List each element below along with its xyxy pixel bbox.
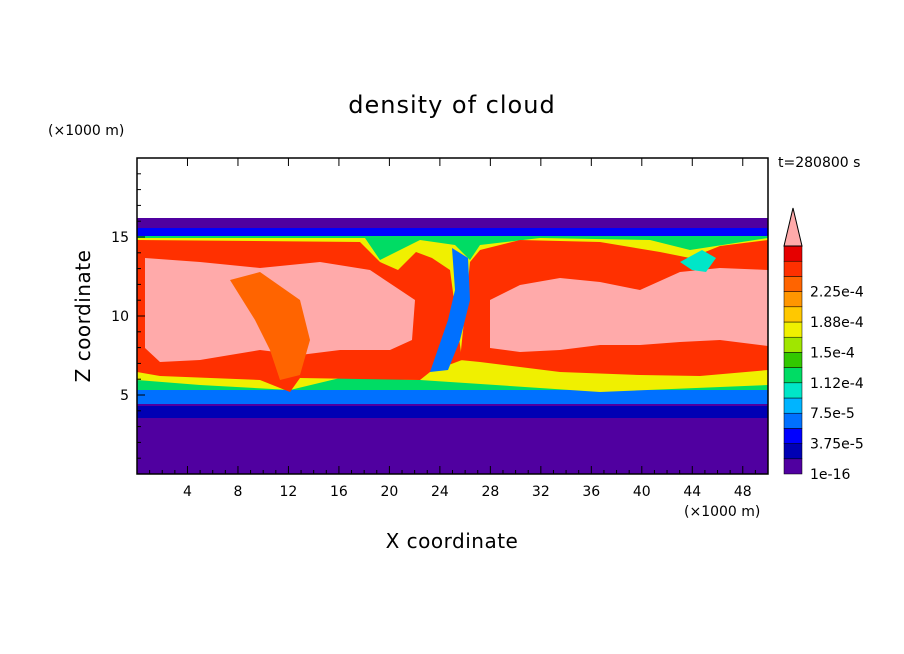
surface-purple: [137, 404, 768, 406]
swirl-left: [230, 272, 310, 380]
x-tick-label: 28: [481, 484, 499, 500]
colorbar-swatch: [783, 245, 803, 262]
x-tick-label: 44: [683, 484, 701, 500]
cloud-top-edge: [137, 228, 768, 238]
x-tick-label: 20: [380, 484, 398, 500]
colorbar-label: 1e-16: [810, 467, 850, 483]
colorbar-label: 7.5e-5: [810, 406, 855, 422]
density-field: [137, 218, 768, 474]
y-tick-label: 10: [111, 309, 129, 325]
chart-title: density of cloud: [348, 91, 555, 119]
x-tick-label: 36: [582, 484, 600, 500]
colorbar-swatch: [783, 352, 803, 368]
time-label: t=280800 s: [778, 155, 860, 171]
colorbar-swatch: [783, 397, 803, 414]
y-ticks: 5 10 15: [111, 173, 145, 459]
colorbar-swatch: [783, 458, 803, 475]
cloud-core-right: [490, 268, 768, 352]
colorbar-swatch: [783, 260, 803, 277]
x-axis-label: X coordinate: [386, 529, 519, 553]
colorbar-swatch: [783, 382, 803, 399]
x-tick-label: 40: [633, 484, 651, 500]
colorbar-swatch: [783, 412, 803, 429]
colorbar-label: 1.88e-4: [810, 315, 864, 331]
x-tick-label: 4: [183, 484, 192, 500]
colorbar-swatch: [783, 291, 803, 308]
x-tick-label: 48: [734, 484, 752, 500]
colorbar-swatch: [783, 276, 803, 292]
y-tick-label: 5: [120, 388, 129, 404]
colorbar-swatch: [783, 428, 803, 444]
surface-layer: [137, 416, 768, 474]
x-tick-label: 8: [233, 484, 242, 500]
updraft-blue: [430, 248, 470, 372]
colorbar-swatch: [783, 321, 803, 338]
x-tick-label: 16: [330, 484, 348, 500]
x-tick-label: 32: [532, 484, 550, 500]
colorbar-overflow-triangle: [783, 207, 803, 247]
x-tick-label: 24: [431, 484, 449, 500]
x-ticks: 4 8 12 16 20 24 28 32 36 40 44 48: [149, 158, 756, 500]
y-tick-label: 15: [111, 230, 129, 246]
colorbar-swatch: [783, 306, 803, 323]
colorbar-label: 2.25e-4: [810, 285, 864, 301]
colorbar-swatch: [783, 367, 803, 384]
colorbar-swatch: [783, 336, 803, 353]
colorbar-label: 3.75e-5: [810, 437, 864, 453]
swirl-right: [680, 250, 716, 272]
colorbar-label: 1.5e-4: [810, 345, 855, 361]
colorbar: [783, 207, 803, 475]
colorbar-label: 1.12e-4: [810, 376, 864, 392]
x-axis-unit: (×1000 m): [684, 504, 760, 520]
colorbar-labels: 1e-16 3.75e-5 7.5e-5 1.12e-4 1.5e-4 1.88e-4 2.…: [810, 285, 864, 483]
cloud-base-band: [137, 388, 768, 406]
x-tick-label: 12: [280, 484, 298, 500]
y-axis-unit: (×1000 m): [48, 123, 124, 139]
surface-gap: [137, 404, 768, 418]
y-axis-label: Z coordinate: [71, 250, 95, 383]
colorbar-swatch: [783, 443, 803, 460]
